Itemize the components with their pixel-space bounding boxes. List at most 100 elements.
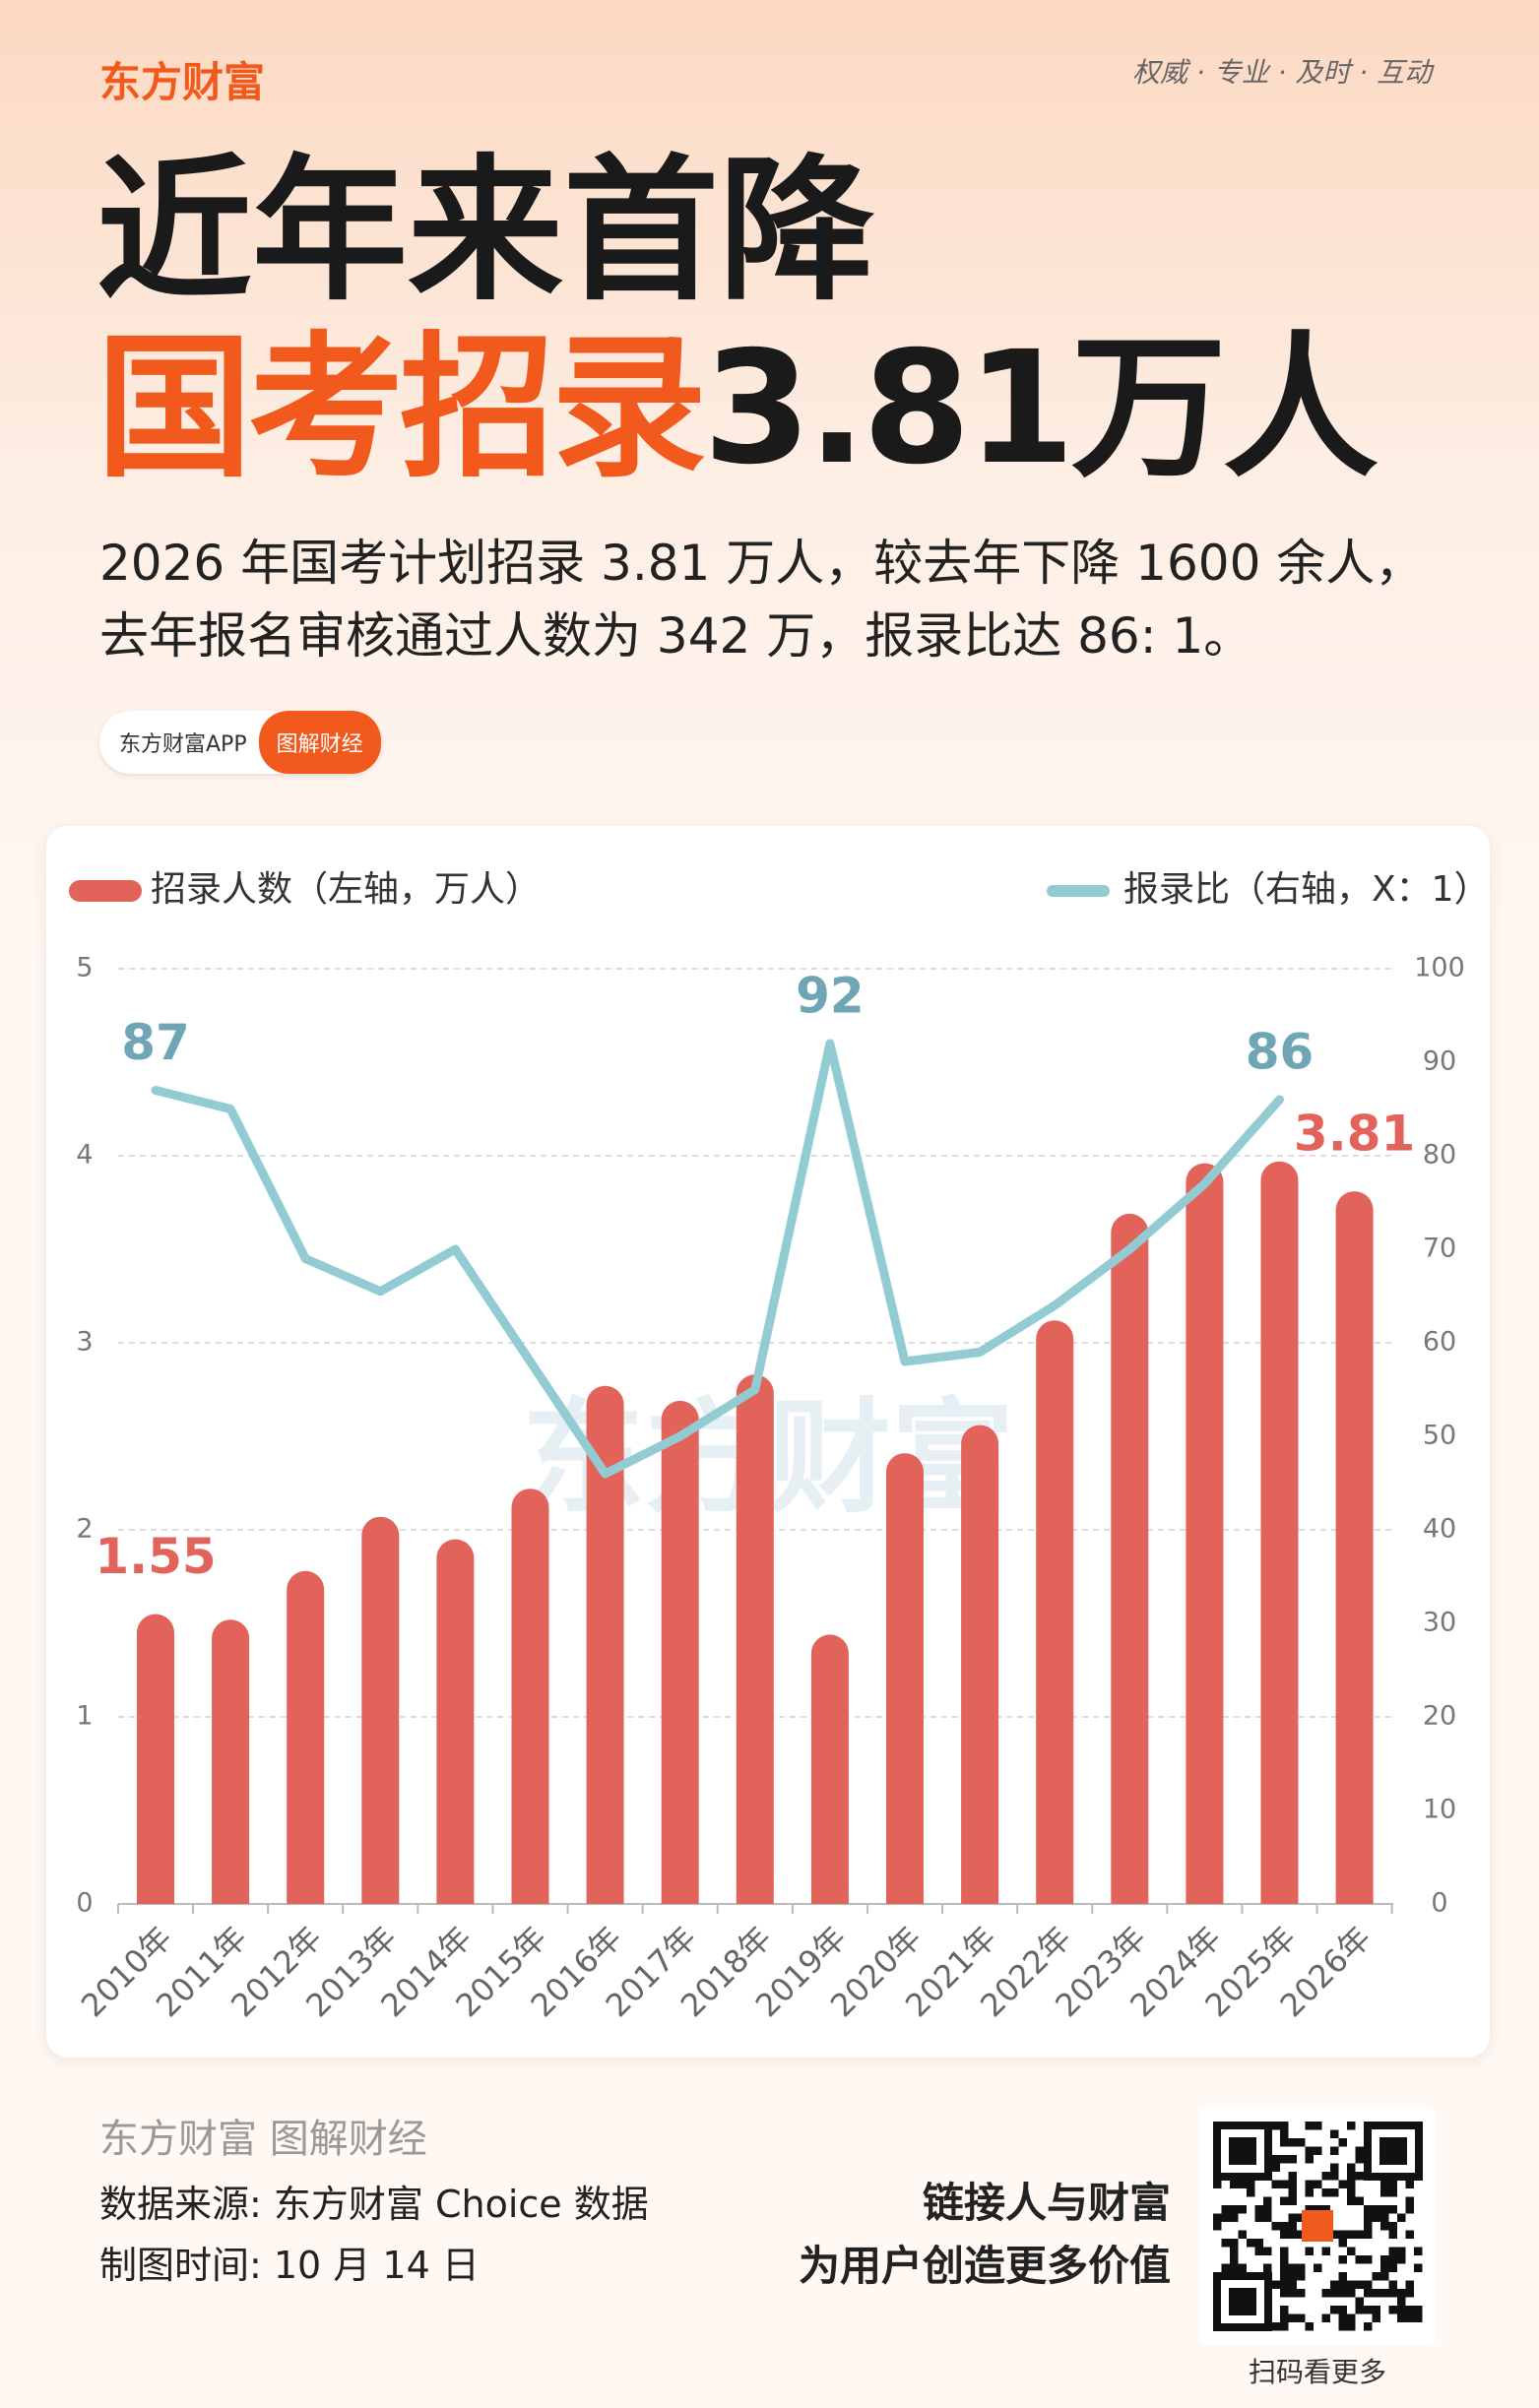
- qr-cell: [1230, 2180, 1239, 2188]
- qr-cell: [1338, 2306, 1347, 2314]
- qr-cell: [1397, 2313, 1406, 2322]
- qr-cell: [1280, 2180, 1289, 2188]
- qr-cell: [1321, 2289, 1330, 2298]
- qr-cell: [1263, 2263, 1272, 2272]
- qr-cell: [1338, 2313, 1347, 2322]
- qr-cell: [1305, 2188, 1314, 2197]
- y-tick-label: 1: [76, 1701, 93, 1732]
- qr-cell: [1280, 2230, 1289, 2239]
- qr-cell: [1288, 2289, 1297, 2298]
- bar-base: [586, 1885, 624, 1904]
- qr-cell: [1230, 2239, 1239, 2248]
- qr-cell: [1254, 2239, 1263, 2248]
- qr-cell: [1288, 2155, 1297, 2164]
- qr-cell: [1388, 2230, 1397, 2239]
- qr-cell: [1297, 2313, 1306, 2322]
- qr-cell: [1288, 2180, 1297, 2188]
- qr-cell: [1388, 2188, 1397, 2197]
- bar: [736, 1374, 774, 1904]
- qr-cell: [1271, 2322, 1280, 2331]
- qr-cell: [1347, 2172, 1356, 2181]
- qr-cell: [1280, 2155, 1289, 2164]
- qr-cell: [1388, 2180, 1397, 2188]
- qr-cell: [1221, 2239, 1230, 2248]
- qr-cell: [1280, 2289, 1289, 2298]
- bar-base: [361, 1885, 400, 1904]
- qr-cell: [1347, 2122, 1356, 2130]
- qr-cell: [1330, 2280, 1339, 2289]
- qr-cell: [1338, 2180, 1347, 2188]
- bar-base: [1036, 1885, 1074, 1904]
- qr-cell: [1221, 2263, 1230, 2272]
- bar-base: [1260, 1885, 1299, 1904]
- qr-cell: [1347, 2188, 1356, 2197]
- tag-button[interactable]: 图解财经: [258, 711, 381, 774]
- qr-cell: [1302, 2210, 1333, 2242]
- y2-tick-label: 40: [1423, 1514, 1456, 1545]
- footer-logo: 东方财富 图解财经: [99, 2117, 427, 2162]
- qr-cell: [1405, 2306, 1414, 2314]
- qr-cell: [1347, 2280, 1356, 2289]
- qr-cell: [1364, 2306, 1373, 2314]
- qr-cell: [1405, 2205, 1414, 2214]
- qr-cell: [1305, 2247, 1314, 2255]
- qr-cell: [1380, 2289, 1389, 2298]
- qr-cell: [1379, 2137, 1407, 2165]
- qr-cell: [1288, 2230, 1297, 2239]
- qr-code[interactable]: [1198, 2107, 1437, 2345]
- bar-base: [511, 1885, 549, 1904]
- qr-cell: [1230, 2255, 1239, 2264]
- qr-cell: [1305, 2146, 1314, 2155]
- qr-cell: [1305, 2205, 1314, 2214]
- qr-cell: [1230, 2213, 1239, 2222]
- line-value-label: 92: [796, 968, 865, 1025]
- qr-cell: [1280, 2138, 1289, 2147]
- bar-base: [137, 1885, 174, 1904]
- qr-cell: [1221, 2213, 1230, 2222]
- bar-base: [1186, 1885, 1224, 1904]
- qr-cell: [1305, 2155, 1314, 2164]
- qr-cell: [1338, 2272, 1347, 2281]
- qr-cell: [1405, 2280, 1414, 2289]
- qr-cell: [1397, 2213, 1406, 2222]
- qr-cell: [1280, 2129, 1289, 2138]
- qr-cell: [1280, 2222, 1289, 2231]
- qr-cell: [1364, 2255, 1373, 2264]
- qr-cell: [1330, 2188, 1339, 2197]
- qr-cell: [1330, 2306, 1339, 2314]
- qr-cell: [1213, 2213, 1222, 2222]
- chart: 东方财富01234501020304050607080901002010年201…: [69, 869, 1490, 2024]
- qr-cell: [1213, 2180, 1222, 2188]
- qr-cell: [1372, 2313, 1380, 2322]
- qr-cell: [1364, 2213, 1373, 2222]
- qr-cell: [1280, 2255, 1289, 2264]
- qr-cell: [1297, 2230, 1306, 2239]
- qr-cell: [1280, 2196, 1289, 2205]
- qr-cell: [1330, 2129, 1339, 2138]
- qr-cell: [1330, 2163, 1339, 2172]
- qr-cell: [1263, 2205, 1272, 2214]
- qr-cell: [1388, 2255, 1397, 2264]
- qr-cell: [1321, 2172, 1330, 2181]
- qr-cell: [1288, 2213, 1297, 2222]
- qr-cell: [1321, 2247, 1330, 2255]
- qr-cell: [1254, 2213, 1263, 2222]
- qr-cell: [1347, 2230, 1356, 2239]
- y2-tick-label: 70: [1423, 1234, 1456, 1264]
- y-tick-label: 0: [76, 1888, 93, 1919]
- qr-cell: [1330, 2172, 1339, 2181]
- qr-cell: [1247, 2180, 1255, 2188]
- qr-cell: [1288, 2272, 1297, 2281]
- qr-cell: [1372, 2213, 1380, 2222]
- bar: [1260, 1161, 1299, 1904]
- qr-cell: [1247, 2188, 1255, 2197]
- qr-cell: [1414, 2247, 1423, 2255]
- qr-cell: [1388, 2222, 1397, 2231]
- qr-cell: [1338, 2239, 1347, 2248]
- y2-tick-label: 0: [1431, 1888, 1447, 1919]
- bar: [1111, 1213, 1149, 1904]
- qr-cell: [1229, 2288, 1256, 2315]
- qr-cell: [1364, 2230, 1373, 2239]
- slogan-1: 链接人与财富: [922, 2179, 1171, 2227]
- qr-cell: [1247, 2239, 1255, 2248]
